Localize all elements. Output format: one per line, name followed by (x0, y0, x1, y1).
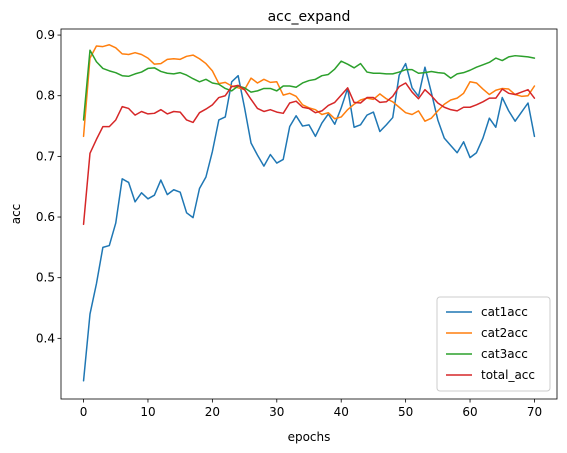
x-axis: 0 10 20 30 40 50 60 70 (80, 399, 542, 419)
series-line-cat1acc (82, 62, 536, 382)
x-tick-label: 30 (269, 405, 284, 419)
x-tick-label: 60 (462, 405, 477, 419)
y-axis-label: acc (9, 204, 23, 225)
x-tick-label: 40 (334, 405, 349, 419)
series-line-total-acc (82, 82, 536, 226)
x-tick-label: 70 (527, 405, 542, 419)
legend-box (436, 296, 551, 392)
plot-frame (60, 28, 558, 400)
x-tick-label: 20 (205, 405, 220, 419)
x-axis-label: epochs (288, 430, 331, 444)
legend-entry: cat2acc (481, 326, 528, 340)
legend-entry: cat3acc (481, 347, 528, 361)
legend-entry: total_acc (481, 368, 535, 382)
series-line-cat3acc (82, 49, 536, 121)
x-tick-label: 10 (140, 405, 155, 419)
y-tick-label: 0.7 (36, 149, 55, 163)
y-tick-label: 0.6 (36, 210, 55, 224)
chart-title: acc_expand (268, 9, 351, 25)
y-axis: 0.4 0.5 0.6 0.7 0.8 0.9 (36, 28, 61, 345)
y-tick-label: 0.9 (36, 28, 55, 42)
x-tick-label: 0 (80, 405, 88, 419)
y-tick-label: 0.4 (36, 331, 55, 345)
legend-entry: cat1acc (481, 305, 528, 319)
legend: cat1acc cat2acc cat3acc total_acc (436, 296, 551, 392)
x-tick-label: 50 (398, 405, 413, 419)
y-tick-label: 0.8 (36, 89, 55, 103)
y-tick-label: 0.5 (36, 271, 55, 285)
series-layer (82, 44, 536, 382)
